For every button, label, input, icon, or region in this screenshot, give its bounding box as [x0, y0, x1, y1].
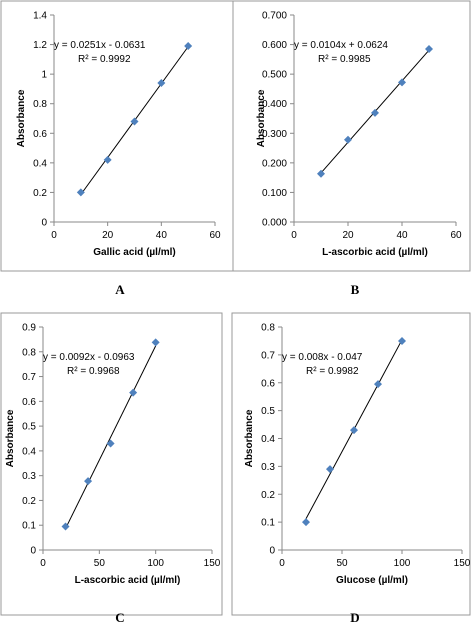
y-tick-label: 0.600 [262, 40, 287, 51]
panel-label: C [115, 610, 124, 625]
y-tick-label: 0.3 [22, 471, 36, 482]
data-point [61, 522, 70, 531]
equation: y = 0.0104x + 0.0624 [294, 40, 388, 51]
x-tick-label: 0 [51, 230, 57, 241]
y-tick-label: 0.000 [262, 218, 287, 229]
x-tick-label: 150 [204, 558, 221, 569]
x-tick-label: 20 [342, 230, 354, 241]
panel-frame [231, 312, 471, 616]
panel-label: D [350, 610, 359, 625]
y-tick-label: 0.2 [33, 188, 47, 199]
panel-frame [0, 312, 223, 616]
data-point [317, 169, 325, 178]
data-point [103, 155, 112, 164]
x-tick-label: 40 [156, 230, 168, 241]
y-axis-title: Absorbance [16, 89, 27, 147]
equation: R² = 0.9982 [306, 366, 359, 377]
x-tick-label: 0 [291, 230, 297, 241]
equation: R² = 0.9968 [67, 366, 120, 377]
trendline [65, 345, 157, 529]
y-tick-label: 0.4 [22, 446, 36, 457]
data-point [371, 108, 379, 117]
x-tick-label: 0 [279, 558, 285, 569]
y-tick-label: 0 [30, 546, 36, 557]
y-tick-label: 0.9 [22, 323, 36, 334]
y-tick-label: 0.6 [261, 378, 275, 389]
x-tick-label: 50 [336, 558, 348, 569]
y-tick-label: 0.200 [262, 158, 287, 169]
x-tick-label: 60 [209, 230, 221, 241]
y-tick-label: 1.4 [33, 11, 47, 22]
panel-label: A [115, 282, 125, 297]
y-axis-title: Absorbance [256, 89, 267, 147]
data-point [76, 188, 85, 197]
data-point [157, 79, 166, 88]
y-tick-label: 0.100 [262, 188, 287, 199]
y-tick-label: 0 [269, 546, 275, 557]
panel-frame [232, 0, 471, 272]
y-tick-label: 0.2 [22, 496, 36, 507]
data-point [344, 135, 352, 144]
data-point [106, 439, 115, 448]
equation: R² = 0.9985 [318, 54, 371, 65]
x-axis-title: L-ascorbic acid (µl/ml) [322, 247, 428, 258]
y-tick-label: 0.1 [261, 518, 275, 529]
y-axis-title: Absorbance [244, 409, 255, 467]
y-tick-label: 1.2 [33, 40, 47, 51]
x-tick-label: 40 [396, 230, 408, 241]
equation: y = 0.0092x - 0.0963 [43, 352, 135, 363]
y-tick-label: 0.300 [262, 129, 287, 140]
equation: R² = 0.9992 [78, 54, 131, 65]
x-axis-title: Gallic acid (µl/ml) [93, 247, 175, 258]
y-tick-label: 0.5 [261, 406, 275, 417]
data-point [184, 42, 193, 51]
x-tick-label: 0 [40, 558, 46, 569]
data-point [129, 388, 138, 397]
y-tick-label: 0.4 [33, 158, 47, 169]
y-tick-label: 0.4 [261, 434, 275, 445]
x-axis-title: L-ascorbic acid (µl/ml) [75, 575, 181, 586]
x-tick-label: 150 [454, 558, 471, 569]
x-axis-title: Glucose (µl/ml) [336, 575, 408, 586]
y-axis-title: Absorbance [5, 409, 16, 467]
data-point [151, 338, 160, 347]
y-tick-label: 0.6 [22, 397, 36, 408]
y-tick-label: 0.700 [262, 11, 287, 22]
panel-label: B [351, 282, 360, 297]
equation: y = 0.008x - 0.047 [282, 352, 363, 363]
y-tick-label: 0 [41, 218, 47, 229]
x-tick-label: 100 [394, 558, 411, 569]
y-tick-label: 0.6 [33, 129, 47, 140]
y-tick-label: 0.3 [261, 462, 275, 473]
y-tick-label: 1 [41, 70, 47, 81]
y-tick-label: 0.5 [22, 422, 36, 433]
x-tick-label: 100 [147, 558, 164, 569]
y-tick-label: 0.8 [33, 99, 47, 110]
y-tick-label: 0.8 [261, 323, 275, 334]
data-point [425, 45, 433, 54]
y-tick-label: 0.8 [22, 347, 36, 358]
data-point [302, 518, 310, 527]
y-tick-label: 0.500 [262, 70, 287, 81]
x-tick-label: 20 [102, 230, 114, 241]
y-tick-label: 0.400 [262, 99, 287, 110]
y-tick-label: 0.7 [261, 350, 275, 361]
data-point [84, 477, 93, 486]
data-point [130, 117, 139, 126]
data-point [350, 426, 358, 435]
x-tick-label: 60 [450, 230, 462, 241]
x-tick-label: 50 [94, 558, 106, 569]
y-tick-label: 0.2 [261, 490, 275, 501]
y-tick-label: 0.1 [22, 521, 36, 532]
data-point [374, 380, 382, 389]
data-point [398, 336, 406, 345]
equation: y = 0.0251x - 0.0631 [54, 40, 146, 51]
y-tick-label: 0.7 [22, 372, 36, 383]
data-point [326, 465, 334, 474]
data-point [398, 78, 406, 87]
